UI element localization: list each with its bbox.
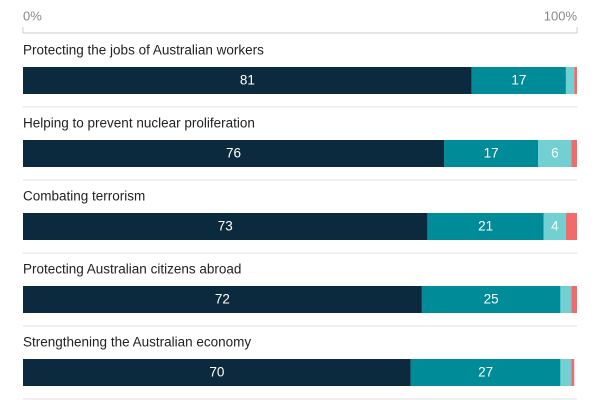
bar-segment bbox=[23, 213, 428, 240]
bar-segment bbox=[427, 213, 544, 240]
bar-segment bbox=[571, 140, 577, 167]
x-tick-label: 100% bbox=[544, 8, 578, 23]
data-label: 70 bbox=[209, 365, 224, 380]
category-label: Protecting the jobs of Australian worker… bbox=[23, 43, 264, 58]
data-label: 81 bbox=[240, 73, 255, 88]
bar-segment bbox=[410, 359, 561, 386]
category-label: Combating terrorism bbox=[23, 189, 145, 204]
data-label: 25 bbox=[484, 292, 499, 307]
bar-segment bbox=[23, 359, 411, 386]
bar-segment bbox=[421, 286, 561, 313]
data-label: 17 bbox=[484, 146, 499, 161]
category-label: Protecting Australian citizens abroad bbox=[23, 262, 241, 277]
data-label: 21 bbox=[478, 219, 493, 234]
bar-segment bbox=[571, 286, 577, 313]
bar-segment bbox=[574, 67, 577, 94]
data-label: 73 bbox=[218, 219, 233, 234]
bar-segment bbox=[444, 140, 539, 167]
category-label: Strengthening the Australian economy bbox=[23, 335, 251, 350]
bar-segment bbox=[571, 359, 575, 386]
bar-segment bbox=[471, 67, 566, 94]
bar-segment bbox=[23, 67, 472, 94]
bar-segment bbox=[560, 286, 572, 313]
data-label: 27 bbox=[478, 365, 493, 380]
data-label: 17 bbox=[511, 73, 526, 88]
data-label: 6 bbox=[551, 146, 559, 161]
data-label: 76 bbox=[226, 146, 241, 161]
bar-segment bbox=[565, 213, 577, 240]
bar-segment bbox=[543, 213, 566, 240]
bar-segment bbox=[23, 140, 445, 167]
bar-segment bbox=[560, 359, 572, 386]
bar-segment bbox=[23, 286, 422, 313]
data-label: 72 bbox=[215, 292, 230, 307]
bar-segment bbox=[565, 67, 575, 94]
x-tick-label: 0% bbox=[23, 8, 42, 23]
bar-segment bbox=[538, 140, 572, 167]
data-label: 4 bbox=[551, 219, 559, 234]
category-label: Helping to prevent nuclear proliferation bbox=[23, 116, 255, 131]
